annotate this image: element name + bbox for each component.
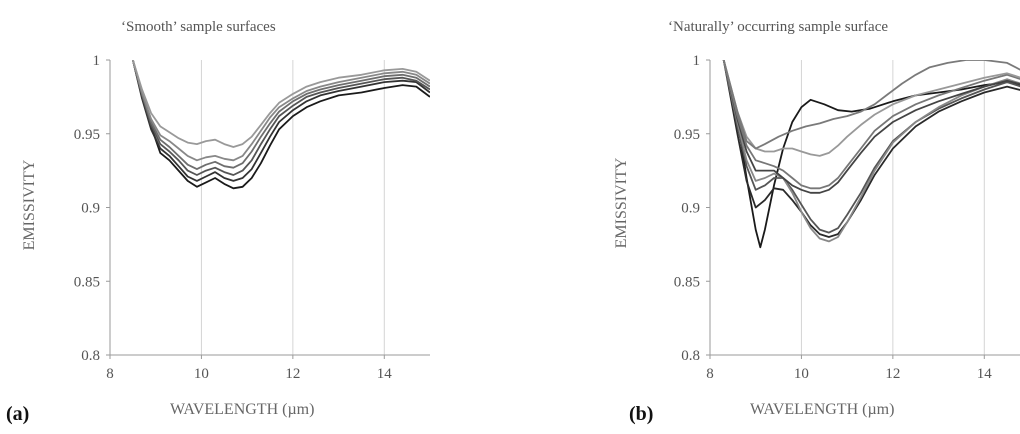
series-line-3 [722, 60, 1020, 234]
series-line-3 [132, 60, 430, 176]
y-tick-label: 0.9 [681, 201, 700, 217]
series-group [722, 60, 1020, 249]
y-tick-label: 0.8 [681, 348, 700, 364]
y-tick-label: 1 [693, 53, 701, 69]
chart-title: ‘Naturally’ occurring sample surface [668, 19, 889, 35]
series-line-5 [132, 60, 430, 162]
y-tick-label: 0.95 [674, 127, 700, 143]
series-line-1 [132, 60, 430, 190]
x-tick-label: 12 [885, 366, 900, 382]
series-line-6 [722, 60, 1020, 190]
chart-title: ‘Smooth’ sample surfaces [121, 19, 276, 35]
chart-panel-a: ‘Smooth’ sample surfaces 0.8 0.85 0.9 0.95 1… [6, 19, 430, 425]
x-axis-label: WAVELENGTH (µm) [170, 401, 315, 418]
chart-panel-b: ‘Naturally’ occurring sample surface 0.8… [510, 0, 1020, 434]
x-tick-label: 10 [194, 366, 209, 382]
x-axis-label: WAVELENGTH (µm) [750, 401, 895, 418]
y-axis-label: EMISSIVITY [613, 157, 630, 249]
series-line-7 [722, 60, 1020, 157]
series-line-2 [722, 60, 1020, 238]
series-line-2 [132, 60, 430, 182]
x-tick-label: 12 [285, 366, 300, 382]
y-tick-label: 1 [93, 53, 101, 69]
x-tick-label: 14 [977, 366, 993, 382]
series-line-8 [722, 60, 1020, 150]
panel-letter: (b) [629, 403, 654, 425]
series-line-6 [132, 60, 430, 148]
series-line-1 [722, 60, 1020, 249]
series-group [132, 60, 430, 190]
y-tick-label: 0.8 [81, 348, 100, 364]
panel-letter: (a) [6, 403, 30, 425]
y-axis-label: EMISSIVITY [21, 159, 38, 251]
series-line-4 [722, 60, 1020, 243]
y-tick-label: 0.85 [74, 274, 100, 290]
x-tick-label: 14 [377, 366, 393, 382]
x-tick-label: 8 [106, 366, 114, 382]
plot-area: 0.8 0.85 0.9 0.95 1 8 10 12 14 [74, 53, 430, 382]
plot-area: 0.8 0.85 0.9 0.95 1 8 10 12 14 [674, 53, 1020, 382]
y-tick-label: 0.9 [81, 201, 100, 217]
series-line-4 [132, 60, 430, 171]
x-tick-label: 8 [706, 366, 714, 382]
y-tick-label: 0.95 [74, 127, 100, 143]
y-tick-label: 0.85 [674, 274, 700, 290]
series-line-5 [722, 60, 1020, 194]
x-tick-label: 10 [794, 366, 809, 382]
